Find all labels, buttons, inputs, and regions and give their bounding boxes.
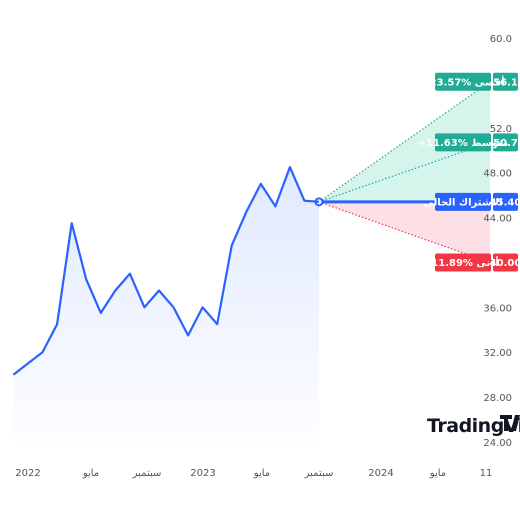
price-line-layer <box>12 166 320 376</box>
tradingview-logo-icon <box>500 415 520 431</box>
low-target-label-value-box <box>493 253 518 272</box>
average-target-label-text: +11.63% متوسط <box>418 138 509 149</box>
x-tick-label: مايو <box>82 468 99 479</box>
current-price-label-text: الاشتراك الحالي <box>423 197 502 208</box>
average-target-label-value: 50.7 <box>493 138 518 149</box>
y-tick-label: 60.0 <box>490 34 512 45</box>
x-tick-label: 2024 <box>368 468 393 479</box>
x-axis: 2022 مايو سبتمبر 2023 مايو سبتمبر 2024 مايو 11 <box>15 468 492 479</box>
x-tick-label: سبتمبر <box>304 468 334 479</box>
low-target-label-text: -11.89% أدنى <box>427 256 499 269</box>
price-area-layer <box>13 167 320 442</box>
high-target-label-text: +23.57% أقصى <box>421 75 504 88</box>
average-target-label-value-box <box>493 133 518 152</box>
y-tick-label: 36.00 <box>483 303 512 314</box>
current-price-label-text-box <box>435 192 491 211</box>
x-tick-label: مايو <box>429 468 446 479</box>
x-tick-label: 2023 <box>190 468 215 479</box>
tradingview-logo: TradingView <box>427 415 520 437</box>
x-tick-label: 11 <box>480 468 493 479</box>
y-tick-label: 32.00 <box>483 348 512 359</box>
low-forecast-line <box>318 201 491 264</box>
average-forecast-line <box>318 141 491 203</box>
upside-zone <box>319 81 490 202</box>
price-line <box>12 166 320 376</box>
forecast-layer <box>314 81 491 264</box>
x-tick-label: سبتمبر <box>132 468 162 479</box>
current-price-label-value: 45.40 <box>490 197 520 208</box>
y-tick-label: 44.00 <box>483 214 512 225</box>
current-price-label-value-box <box>493 192 518 211</box>
high-target-label-value: 56.1 <box>493 77 518 88</box>
high-target-label-value-box <box>493 72 518 91</box>
low-target-label-value: 40.00 <box>490 258 520 269</box>
low-target-label-text-box <box>435 253 491 272</box>
x-tick-label: مايو <box>253 468 270 479</box>
downside-zone <box>319 201 490 263</box>
high-target-label-text-box <box>435 72 491 91</box>
price-area <box>13 167 320 442</box>
y-tick-label: 24.00 <box>483 438 512 449</box>
y-tick-label: 48.00 <box>483 169 512 180</box>
x-tick-label: 2022 <box>15 468 40 479</box>
average-target-label-text-box <box>435 133 491 152</box>
y-tick-label: 52.0 <box>490 124 512 135</box>
y-tick-label: 28.00 <box>483 393 512 404</box>
tradingview-wordmark: TradingView <box>427 415 520 437</box>
